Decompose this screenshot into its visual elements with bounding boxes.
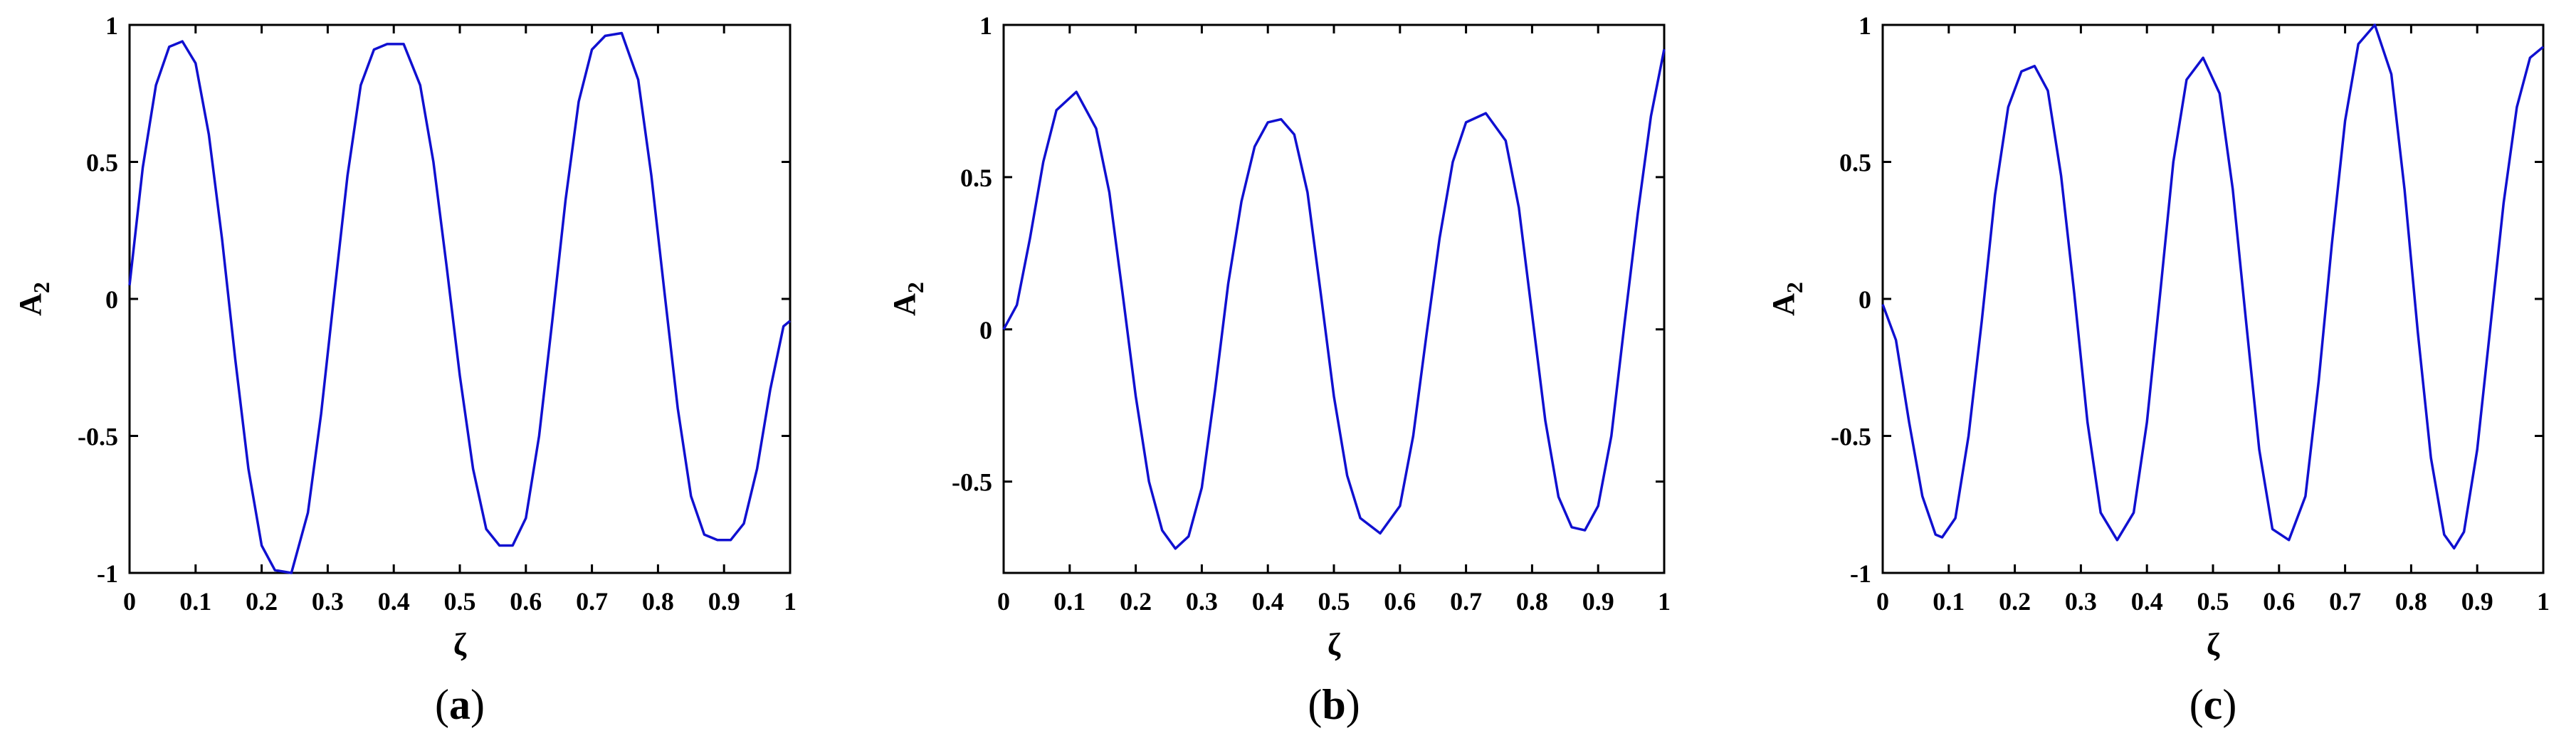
- panel-label: (a): [435, 681, 485, 728]
- panel-label-letter: a: [449, 681, 470, 728]
- panel-label-open: (: [2189, 681, 2204, 728]
- y-axis-label-main: A: [887, 293, 922, 316]
- y-tick-label: 0: [979, 316, 992, 344]
- y-axis-label: A2: [887, 282, 928, 316]
- x-tick-label: 0.9: [2461, 587, 2493, 616]
- y-axis-label-main: A: [13, 293, 48, 316]
- x-tick-label: 0.3: [312, 587, 344, 616]
- y-tick-label: -0.5: [952, 468, 992, 497]
- y-axis-label-subscript: 2: [1782, 282, 1807, 293]
- x-tick-label: 0.7: [1450, 587, 1482, 616]
- x-tick-label: 0: [123, 587, 136, 616]
- y-tick-label: -1: [1850, 559, 1871, 588]
- x-axis-label: ζ: [1328, 627, 1341, 662]
- y-tick-label: -1: [97, 559, 118, 588]
- panel-label-open: (: [435, 681, 449, 728]
- y-tick-label: 0.5: [1839, 149, 1871, 177]
- x-tick-label: 0.8: [2395, 587, 2427, 616]
- plot-frame: [1881, 23, 2545, 574]
- x-tick-label: 0.6: [510, 587, 542, 616]
- y-axis-label-main: A: [1766, 293, 1801, 316]
- y-tick-label: 0.5: [86, 149, 118, 177]
- data-line: [128, 31, 792, 574]
- panel-label-close: ): [1346, 681, 1360, 728]
- chart-panel-a: 0 0.1 0.2 0.3 0.4 0.5 0.6 0.7 0.8 0.9 1 -1 -0.5 0 0.5 1…: [13, 11, 797, 728]
- y-axis-label: A2: [1766, 282, 1807, 316]
- chart-panel-c: 0 0.1 0.2 0.3 0.4 0.5 0.6 0.7 0.8 0.9 1 -1 -0.5 0 0.5 1…: [1766, 11, 2550, 728]
- x-tick-label: 0: [997, 587, 1010, 616]
- x-tick-label: 0.9: [1582, 587, 1614, 616]
- x-tick-label: 1: [2537, 587, 2550, 616]
- y-axis-label-subscript: 2: [28, 282, 54, 293]
- y-tick-label: 1: [979, 11, 992, 40]
- y-axis-label: A2: [13, 282, 54, 316]
- y-tick-label: 0.5: [960, 164, 992, 192]
- panel-label-letter: b: [1322, 681, 1345, 728]
- x-tick-label: 0.6: [2263, 587, 2295, 616]
- y-tick-label: 0: [105, 285, 118, 314]
- x-tick-label: 0.5: [1318, 587, 1350, 616]
- x-tick-label: 0.4: [1252, 587, 1284, 616]
- x-tick-label: 0.5: [2197, 587, 2229, 616]
- x-tick-label: 0.5: [444, 587, 476, 616]
- x-tick-label: 0.4: [378, 587, 410, 616]
- x-tick-label: 1: [784, 587, 797, 616]
- x-tick-label: 0.1: [1053, 587, 1085, 616]
- x-tick-label: 0.2: [1999, 587, 2031, 616]
- data-line: [1881, 23, 2545, 550]
- y-tick-label: -0.5: [1831, 423, 1871, 451]
- y-tick-label: 1: [1859, 11, 1871, 40]
- panels: 0 0.1 0.2 0.3 0.4 0.5 0.6 0.7 0.8 0.9 1 -1 -0.5 0 0.5 1…: [13, 11, 2550, 728]
- x-axis-label: ζ: [453, 627, 467, 662]
- chart-panel-b: 0 0.1 0.2 0.3 0.4 0.5 0.6 0.7 0.8 0.9 1 -0.5 0 0.5 1 ζ A…: [887, 11, 1671, 728]
- panel-label-close: ): [470, 681, 485, 728]
- x-tick-label: 0.8: [1516, 587, 1548, 616]
- x-tick-label: 0.3: [1186, 587, 1218, 616]
- x-tick-label: 0.8: [642, 587, 674, 616]
- panel-label-letter: c: [2204, 681, 2223, 728]
- x-tick-label: 0.2: [1120, 587, 1152, 616]
- y-tick-label: 1: [105, 11, 118, 40]
- x-tick-label: 0.4: [2131, 587, 2163, 616]
- x-tick-label: 0.1: [1933, 587, 1965, 616]
- panel-label-close: ): [2222, 681, 2236, 728]
- panel-label: (b): [1308, 681, 1360, 728]
- x-tick-label: 0.3: [2065, 587, 2097, 616]
- x-tick-label: 0.2: [246, 587, 278, 616]
- x-axis-label: ζ: [2207, 627, 2220, 662]
- y-axis-label-subscript: 2: [903, 282, 928, 293]
- x-tick-label: 0.1: [179, 587, 211, 616]
- panel-label: (c): [2189, 681, 2237, 728]
- y-tick-label: 0: [1859, 285, 1871, 314]
- x-tick-label: 0.6: [1384, 587, 1416, 616]
- x-tick-label: 0.7: [2329, 587, 2361, 616]
- plot-frame: [1002, 23, 1666, 574]
- x-tick-label: 0.7: [576, 587, 608, 616]
- data-line: [1002, 48, 1666, 550]
- x-tick-label: 1: [1658, 587, 1671, 616]
- x-tick-label: 0: [1876, 587, 1889, 616]
- x-tick-label: 0.9: [708, 587, 740, 616]
- panel-label-open: (: [1308, 681, 1322, 728]
- y-tick-label: -0.5: [78, 423, 118, 451]
